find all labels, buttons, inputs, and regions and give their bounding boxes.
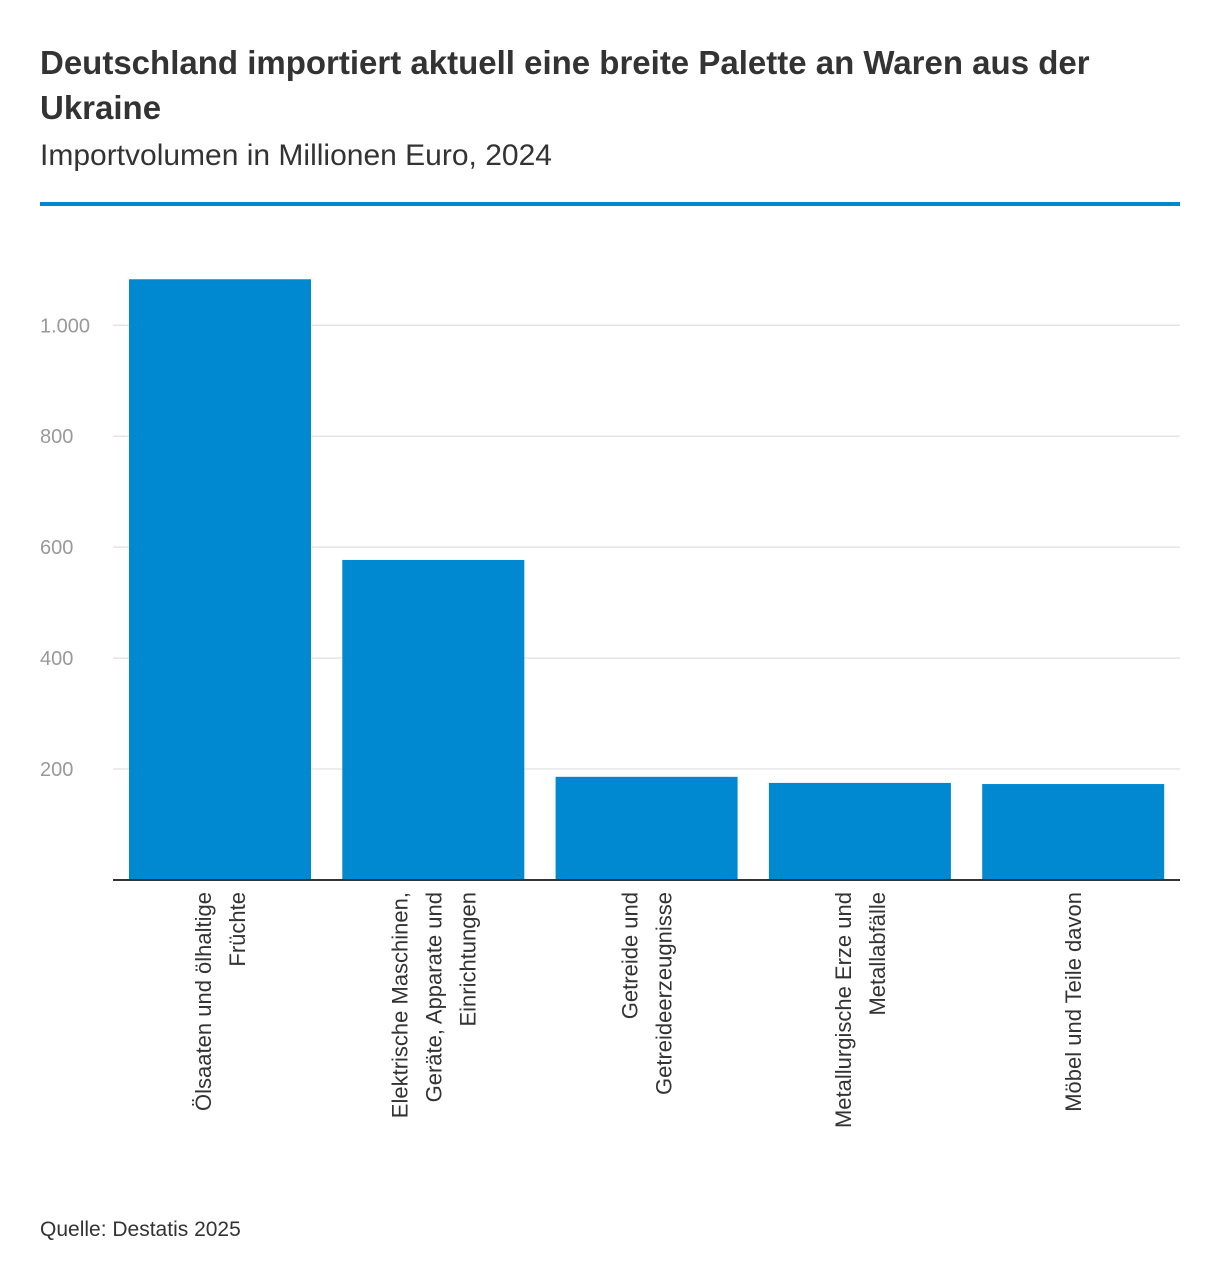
chart-subtitle: Importvolumen in Millionen Euro, 2024 — [40, 139, 552, 172]
source-note: Quelle: Destatis 2025 — [40, 1218, 241, 1241]
category-label-3-line-1: Metallabfälle — [865, 892, 890, 1016]
y-tick-label-800: 800 — [40, 426, 73, 448]
category-label-0-line-1: Früchte — [225, 892, 250, 967]
bar-4 — [982, 784, 1165, 880]
y-tick-label-400: 400 — [40, 648, 73, 670]
bar-0 — [129, 279, 311, 880]
chart-title: Deutschland importiert aktuell eine brei… — [40, 44, 1090, 126]
y-axis-tick-labels: 200 400 600 800 1.000 — [40, 315, 90, 781]
bar-1 — [342, 559, 525, 880]
category-label-1-line-2: Einrichtungen — [455, 892, 480, 1027]
category-label-2-line-0: Getreide und — [618, 892, 643, 1019]
bars — [129, 279, 1165, 880]
y-tick-label-1000: 1.000 — [40, 315, 90, 337]
category-label-4-line-0: Möbel und Teile davon — [1061, 892, 1086, 1112]
y-tick-label-600: 600 — [40, 537, 73, 559]
category-labels: Ölsaaten und ölhaltige Früchte Elektrische… — [191, 892, 1086, 1128]
header-divider — [40, 202, 1180, 206]
bar-2 — [555, 776, 738, 880]
category-label-1-line-0: Elektrische Maschinen, — [387, 892, 412, 1118]
category-label-0-line-0: Ölsaaten und ölhaltige — [191, 892, 216, 1111]
y-tick-label-200: 200 — [40, 759, 73, 781]
category-label-1-line-1: Geräte, Apparate und — [421, 892, 446, 1102]
category-label-2-line-1: Getreideerzeugnisse — [652, 892, 677, 1095]
bar-3 — [768, 782, 951, 880]
category-label-3-line-0: Metallurgische Erze und — [831, 892, 856, 1128]
